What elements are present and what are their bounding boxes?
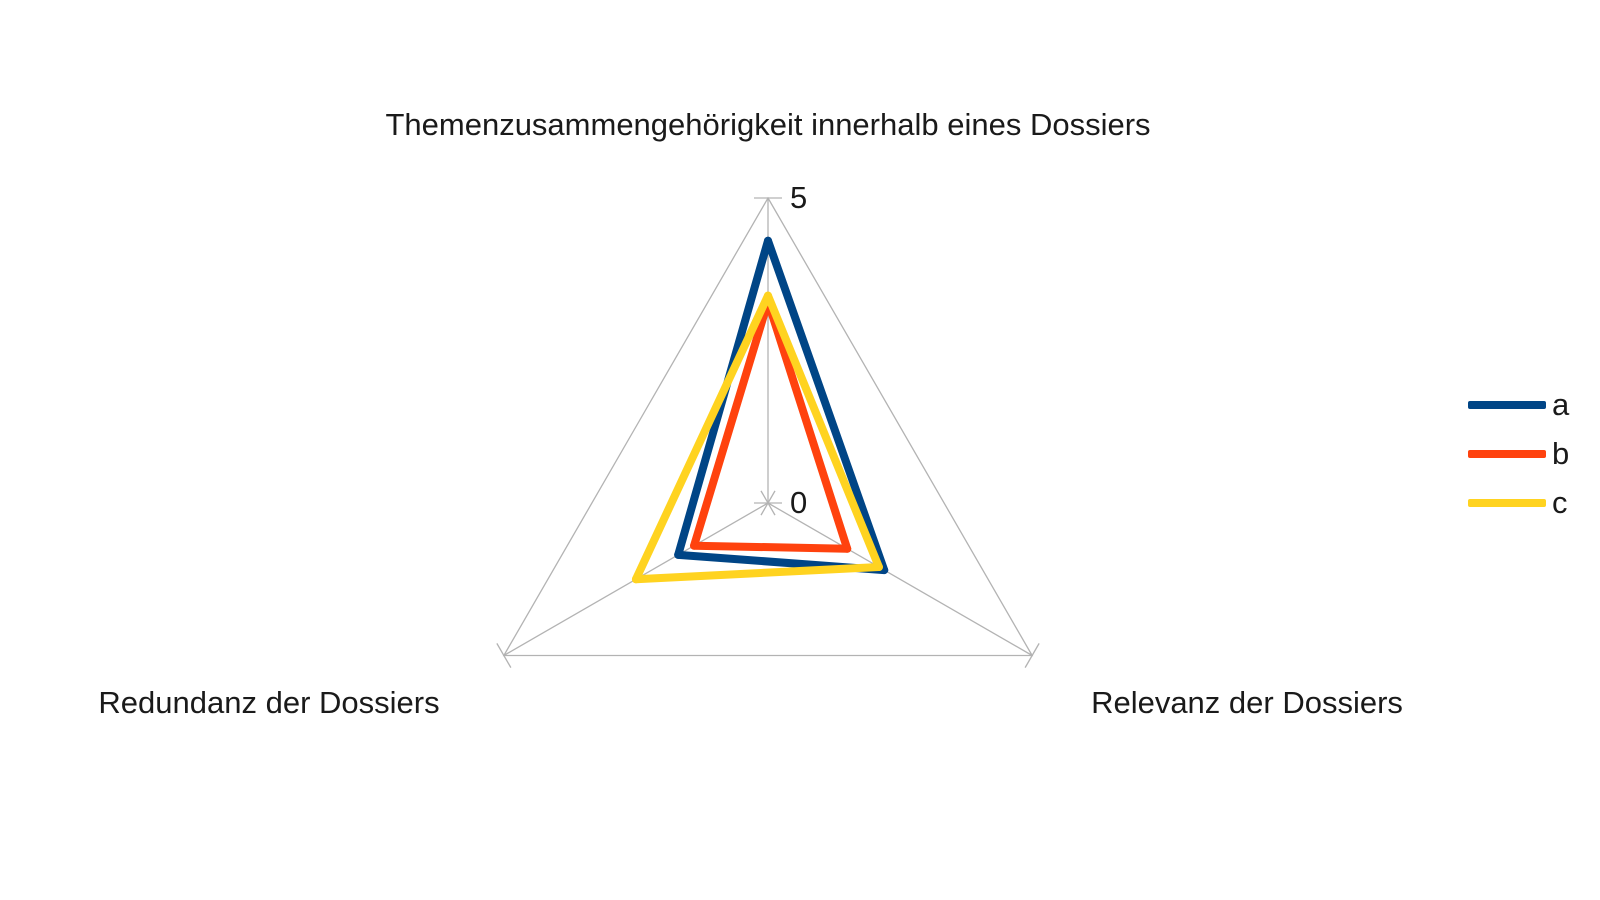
radar-series-layer [631, 236, 889, 584]
series-c-point-2 [631, 575, 640, 584]
axis-label-0: Themenzusammengehörigkeit innerhalb eine… [385, 107, 1150, 142]
tick-label-max: 5 [790, 180, 807, 215]
radar-tick-1-1 [1024, 643, 1040, 668]
radar-spoke-1 [767, 502, 1033, 657]
radar-grid [496, 196, 1040, 668]
legend-item-b: b [1468, 429, 1588, 478]
legend-label-a: a [1552, 387, 1570, 422]
axis-label-1: Relevanz der Dossiers [1091, 685, 1403, 720]
series-a-point-0 [764, 236, 772, 245]
legend-label-b: b [1552, 436, 1570, 471]
series-c-point-1 [874, 563, 883, 572]
series-a-point-2 [674, 550, 683, 559]
series-b-point-2 [690, 541, 699, 550]
legend: a b c [1468, 380, 1588, 527]
legend-label-c: c [1552, 485, 1568, 520]
radar-tick-2-1 [496, 643, 512, 668]
legend-item-c: c [1468, 478, 1588, 527]
axis-label-2: Redundanz der Dossiers [98, 685, 439, 720]
series-c-point-0 [764, 291, 772, 300]
tick-label-min: 0 [790, 485, 807, 520]
radar-labels: 0 5 Themenzusammengehörigkeit innerhalb ei… [98, 107, 1403, 720]
series-b-polygon [690, 297, 852, 553]
series-b-point-1 [843, 544, 852, 553]
legend-swatch-c [1468, 498, 1546, 507]
legend-swatch-a [1468, 400, 1546, 409]
series-a-polygon [674, 236, 889, 575]
legend-swatch-b [1468, 449, 1546, 458]
series-c-polygon [631, 291, 883, 584]
radar-grid-outline [502, 196, 1034, 657]
radar-tick-2-0 [760, 490, 776, 516]
legend-item-a: a [1468, 380, 1588, 429]
